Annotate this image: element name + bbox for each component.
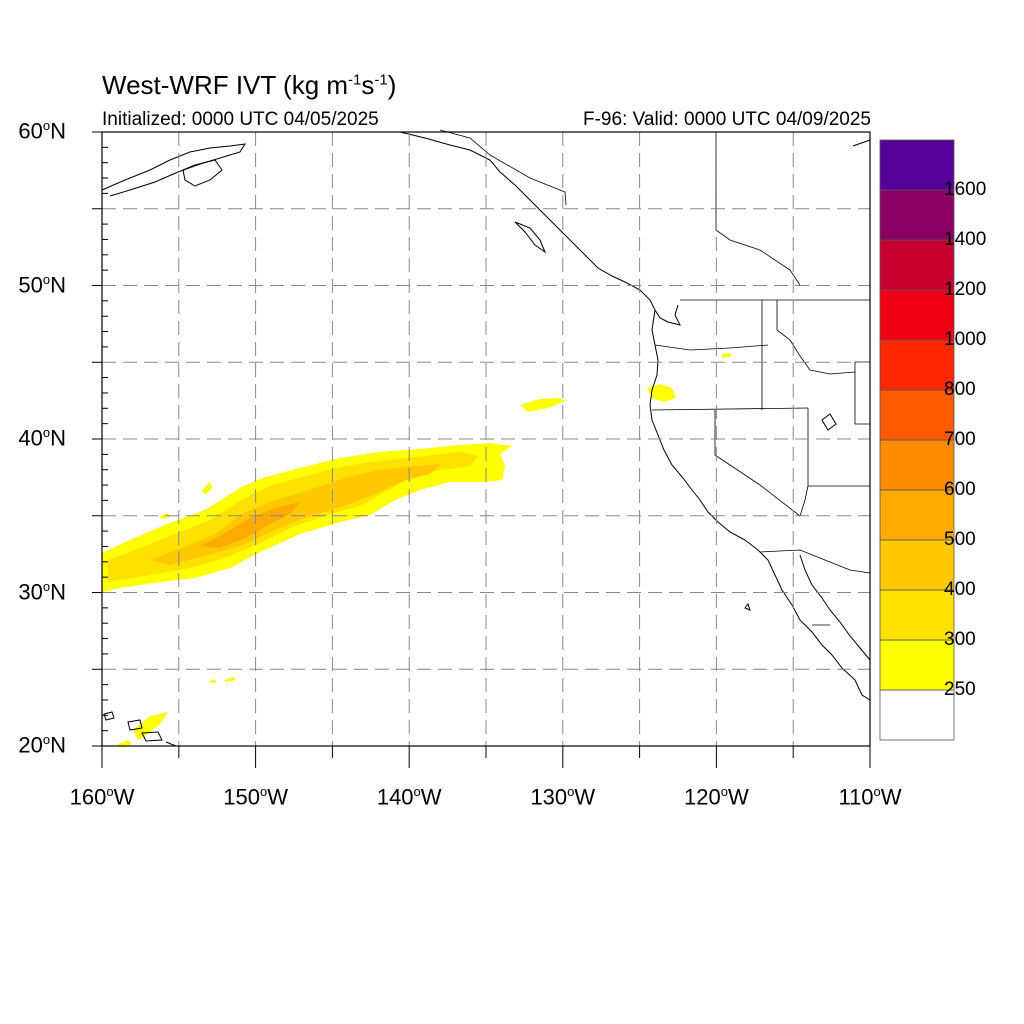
lon-value: 130	[530, 784, 568, 810]
colorbar-swatch	[879, 439, 955, 491]
degree-symbol: o	[567, 784, 575, 799]
grid-lines	[102, 132, 870, 746]
colorbar-level-label: 400	[944, 579, 976, 600]
lat-label: 20oN	[18, 732, 66, 758]
lon-value: 120	[684, 784, 721, 810]
lat-label: 60oN	[18, 118, 66, 144]
colorbar-swatch	[879, 589, 955, 641]
initialized-time: Initialized: 0000 UTC 04/05/2025	[102, 109, 379, 130]
colorbar-swatch	[879, 389, 955, 441]
colorbar-swatch	[879, 489, 955, 541]
lat-hemi: N	[50, 271, 66, 297]
ivt-patch-offshore	[520, 398, 565, 412]
lat-label: 50oN	[18, 272, 66, 298]
lat-hemi: N	[50, 732, 66, 758]
degree-symbol: o	[42, 732, 51, 747]
degree-symbol: o	[106, 784, 114, 799]
lat-label: 30oN	[18, 579, 66, 605]
ivt-patch-small2	[224, 677, 236, 682]
lat-value: 60	[18, 118, 43, 144]
colorbar-level-label: 700	[944, 429, 976, 450]
lat-hemi: N	[50, 578, 66, 604]
axis-ticks	[92, 131, 871, 768]
lat-hemi: N	[50, 118, 66, 144]
lon-hemi: W	[880, 784, 902, 810]
degree-symbol: o	[259, 784, 268, 799]
lon-label: 150oW	[223, 784, 288, 810]
degree-symbol: o	[42, 118, 51, 133]
colorbar-level-label: 1200	[944, 279, 987, 300]
ivt-patch-small1	[208, 679, 216, 683]
lon-hemi: W	[420, 784, 442, 810]
political-borders	[439, 129, 871, 626]
lon-value: 110	[838, 784, 874, 810]
degree-symbol: o	[873, 784, 881, 799]
lat-value: 50	[18, 271, 43, 297]
lat-label: 40oN	[18, 425, 66, 451]
colorbar-level-label: 500	[944, 529, 976, 550]
ivt-patch-coast	[722, 353, 731, 358]
lat-value: 40	[18, 425, 43, 451]
colorbar-level-label: 1000	[944, 329, 987, 350]
lon-value: 160	[69, 784, 107, 810]
colorbar-swatch	[879, 689, 955, 741]
lon-hemi: W	[267, 784, 288, 810]
ivt-patch-small4	[202, 482, 212, 495]
map-title: West-WRF IVT (kg m-1s-1)	[102, 70, 397, 100]
colorbar-level-label: 1400	[944, 229, 987, 250]
degree-symbol: o	[42, 271, 51, 287]
lon-hemi: W	[727, 784, 749, 810]
colorbar-swatch	[879, 289, 955, 341]
colorbar-level-label: 300	[944, 629, 976, 650]
colorbar-level-label: 1600	[944, 179, 987, 200]
lat-value: 20	[18, 732, 43, 758]
lon-label: 130oW	[530, 784, 595, 810]
colorbar-swatch	[879, 239, 955, 291]
ivt-patch-oregon	[647, 384, 676, 402]
colorbar-swatch	[879, 639, 955, 691]
colorbar-swatch	[879, 339, 955, 391]
degree-symbol: o	[42, 425, 51, 440]
colorbar-level-label: 800	[944, 379, 976, 400]
degree-symbol: o	[720, 784, 728, 799]
colorbar-swatch	[879, 189, 955, 241]
colorbar-level-label: 600	[944, 479, 976, 500]
lon-label: 110oW	[838, 784, 901, 810]
coastlines	[101, 131, 871, 747]
lon-label: 120oW	[684, 784, 749, 810]
colorbar-swatch	[879, 539, 955, 591]
lon-label: 160oW	[70, 784, 135, 810]
lat-hemi: N	[50, 425, 66, 451]
ivt-shading	[102, 353, 731, 748]
ivt-patch-south	[118, 740, 132, 748]
lon-value: 140	[376, 784, 414, 810]
colorbar-level-label: 250	[944, 679, 976, 700]
lat-value: 30	[18, 578, 43, 604]
valid-time: F-96: Valid: 0000 UTC 04/09/2025	[583, 109, 871, 130]
ivt-contour-500	[200, 502, 300, 548]
lon-hemi: W	[574, 784, 596, 810]
colorbar	[879, 139, 955, 741]
degree-symbol: o	[42, 578, 51, 594]
degree-symbol: o	[413, 784, 421, 799]
lon-value: 150	[223, 784, 260, 810]
lon-label: 140oW	[377, 784, 442, 810]
lon-hemi: W	[113, 784, 135, 810]
ivt-patch-hawaii	[133, 712, 168, 740]
colorbar-swatch	[879, 139, 955, 191]
